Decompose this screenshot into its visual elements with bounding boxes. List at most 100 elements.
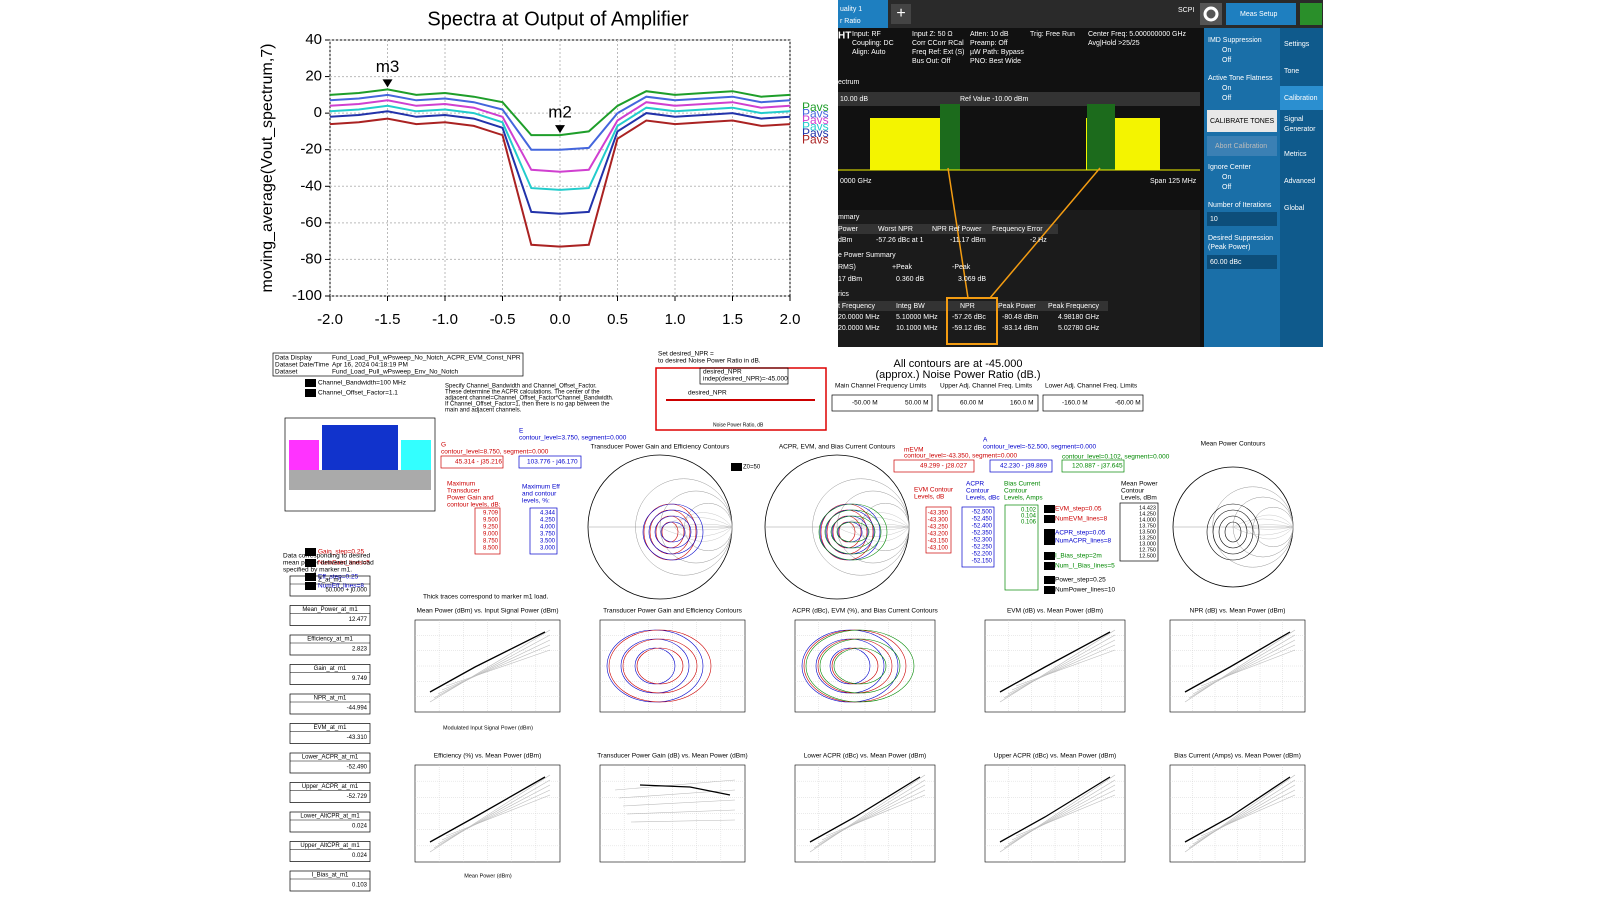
eqn-badge (1044, 552, 1055, 560)
display-text: Channel_Bandwidth=100 MHz (318, 380, 406, 387)
settings-button[interactable] (1200, 3, 1222, 25)
mini-trace (441, 789, 551, 841)
analyzer-text: -80.48 dBm (1002, 314, 1038, 321)
analyzer-text: 5.10000 MHz (896, 314, 938, 321)
display-text: Eff_step=0.25 (318, 574, 359, 581)
display-text: Levels, Amps (1004, 495, 1043, 502)
mini-main-trace (429, 776, 546, 843)
marker-name: EVM_at_m1 (313, 725, 347, 731)
add-tab[interactable] (891, 4, 911, 24)
mini-trace (1188, 634, 1296, 699)
analyzer-text: CALIBRATE TONES (1210, 118, 1275, 125)
display-text: Contour (966, 488, 990, 495)
limit-box (1042, 394, 1144, 412)
analyzer-text: e Power Summary (838, 252, 896, 259)
abort-button[interactable] (1207, 136, 1277, 156)
analyzer-text: Trig: Free Run (1030, 31, 1075, 38)
mini-main-trace (429, 631, 546, 693)
marker-value: 2.823 (352, 647, 368, 653)
display-text: 14.000 (1139, 517, 1156, 523)
mini-trace (809, 774, 926, 853)
display-text: All contours are at -45.000 (893, 358, 1022, 370)
legend-entry: Pavs (802, 126, 829, 140)
mini-trace (1192, 784, 1296, 845)
eqn-badge (305, 389, 316, 397)
analyzer-text: 5.02780 GHz (1058, 325, 1100, 332)
display-text: NumEVM_lines=8 (1055, 516, 1108, 523)
tab[interactable] (838, 0, 888, 28)
display-text: -60.00 M (1115, 400, 1141, 407)
display-text: Set desired_NPR = (658, 351, 714, 358)
analyzer-text: +Peak (892, 264, 913, 271)
mini-trace (433, 779, 551, 849)
analyzer-text: RMS) (838, 264, 856, 271)
marker-name: Mean_Power_at_m1 (302, 607, 358, 613)
suppression-field[interactable] (1207, 255, 1277, 269)
analyzer-text: -57.26 dBc at 1 (876, 237, 924, 244)
active-side-tab[interactable] (1280, 86, 1323, 110)
analyzer-text: 3.069 dB (958, 276, 986, 283)
analyzer-text: 17 dBm (838, 276, 862, 283)
x-tick-label: 1.5 (722, 311, 743, 328)
display-text: -43.250 (928, 525, 949, 531)
display-text: Upper Adj. Channel Freq. Limits (940, 383, 1033, 390)
analyzer-text: NPR (960, 303, 975, 310)
x-tick-label: -2.0 (317, 311, 343, 328)
marker-value: 0.024 (352, 853, 368, 859)
display-text: Dataset Date/Time (275, 362, 329, 369)
limit-box (831, 394, 933, 412)
display-text: 0.106 (1021, 520, 1037, 526)
mini-trace (1184, 774, 1296, 853)
display-text: Transducer Power Gain and Efficiency Con… (591, 444, 730, 451)
legend-entry: Pavs (802, 120, 829, 134)
notch (960, 112, 1086, 170)
eqn-badge (305, 559, 316, 567)
display-text: -52.450 (972, 517, 993, 523)
eqn-badge (305, 379, 316, 387)
analyzer-text: -83.14 dBm (1002, 325, 1038, 332)
display-text: 13.000 (1139, 541, 1156, 547)
header-box (272, 352, 524, 377)
levels-box (1004, 504, 1039, 591)
display-text: -43.300 (928, 518, 949, 524)
display-text: 4.000 (540, 525, 556, 531)
mini-trace (429, 629, 551, 703)
display-text: desired_NPR (703, 369, 742, 376)
mini-trace (1200, 649, 1296, 687)
display-text: desired_NPR (688, 390, 727, 397)
mini-main-trace (639, 784, 731, 796)
mini-trace (1015, 794, 1116, 837)
smith-arc (836, 526, 910, 537)
eqn-badge (305, 573, 316, 581)
thumbnail-frame (284, 417, 436, 512)
calibrate-button[interactable] (1207, 110, 1277, 132)
marker-table-cell (289, 870, 371, 892)
y-tick-label: -100 (292, 287, 322, 304)
analyzer-text: 0000 GHz (840, 178, 872, 185)
contour (636, 647, 684, 685)
meas-setup-button[interactable] (1226, 3, 1296, 25)
legend-entry: Pavs (802, 100, 829, 114)
analyzer-text: Coupling: DC (852, 40, 894, 47)
axis-label: Mean Power (dBm) (464, 873, 512, 879)
mini-trace (813, 779, 926, 849)
analyzer-text: Worst NPR (878, 226, 913, 233)
mini-main-trace (999, 631, 1111, 693)
analyzer-text: Ignore Center (1208, 164, 1251, 171)
marker-label: m2 (548, 103, 572, 122)
levels-box (961, 506, 995, 568)
mini-main-trace (809, 776, 921, 843)
mini-trace (429, 774, 551, 853)
display-text: Bias Current (1004, 481, 1040, 488)
marker-table-cell (289, 605, 371, 626)
display-text: If Channel_Offset_Factor=1, then there i… (445, 402, 610, 408)
mini-trace (999, 774, 1116, 853)
display-text: I_Bias_step=2m (1055, 553, 1102, 560)
iterations-field[interactable] (1207, 212, 1277, 226)
mini-trace (433, 634, 551, 699)
eqn-badge (1044, 562, 1055, 570)
display-text: -52.350 (972, 531, 993, 537)
side-tabs (1280, 28, 1323, 347)
contour (824, 509, 882, 555)
analyzer-text: µW Path: Bypass (970, 49, 1024, 56)
